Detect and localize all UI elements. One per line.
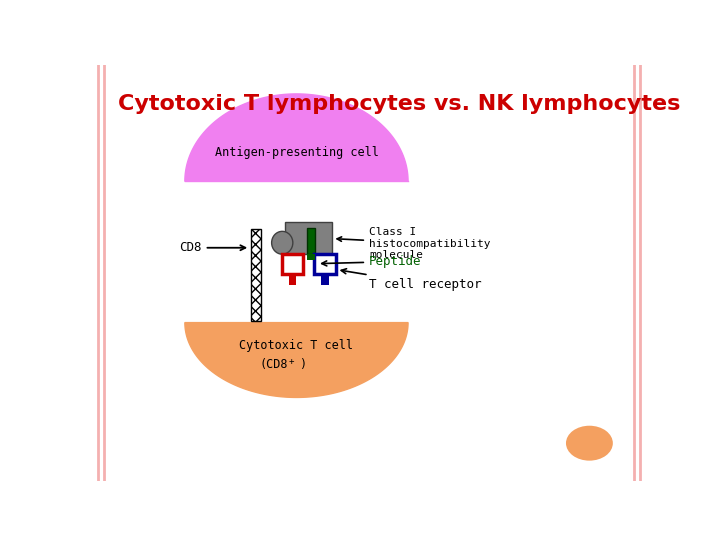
Text: T cell receptor: T cell receptor xyxy=(341,269,482,291)
Polygon shape xyxy=(185,94,408,181)
Text: Peptide: Peptide xyxy=(322,255,421,268)
Bar xyxy=(289,274,297,285)
Text: Antigen-presenting cell: Antigen-presenting cell xyxy=(215,146,379,159)
Bar xyxy=(251,229,261,321)
Ellipse shape xyxy=(271,231,293,254)
Circle shape xyxy=(566,426,613,461)
Text: Cytotoxic T cell: Cytotoxic T cell xyxy=(240,339,354,352)
Text: CD8: CD8 xyxy=(179,241,246,254)
Bar xyxy=(321,274,329,285)
Text: (CD8: (CD8 xyxy=(260,357,288,370)
Bar xyxy=(307,254,315,260)
Text: Class I
histocompatibility
molecule: Class I histocompatibility molecule xyxy=(337,227,490,260)
Bar xyxy=(315,254,336,274)
Bar xyxy=(285,222,333,254)
Bar xyxy=(307,228,315,254)
Polygon shape xyxy=(185,322,408,397)
Text: +: + xyxy=(289,357,294,366)
Text: Cytotoxic T lymphocytes vs. NK lymphocytes: Cytotoxic T lymphocytes vs. NK lymphocyt… xyxy=(118,94,680,114)
Text: ): ) xyxy=(300,357,307,370)
Bar xyxy=(282,254,303,274)
